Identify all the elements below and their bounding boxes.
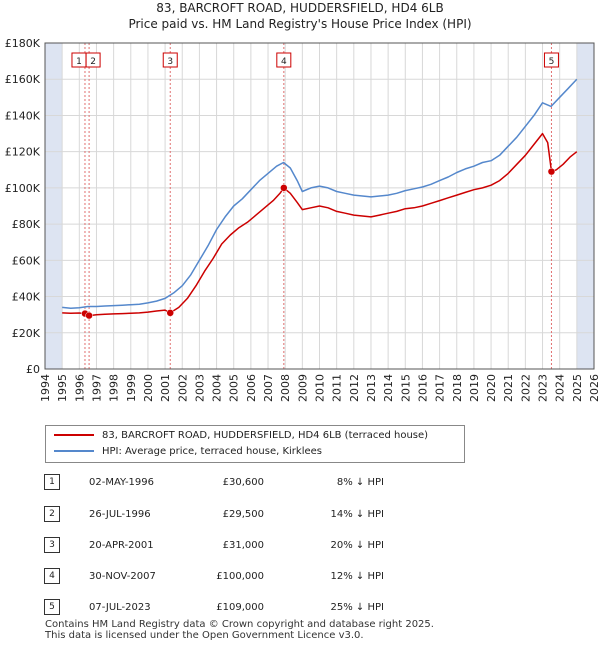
sale-marker-label: 5 bbox=[549, 57, 555, 67]
sale-number: 5 bbox=[44, 599, 60, 615]
legend-label-hpi: HPI: Average price, terraced house, Kirk… bbox=[102, 446, 323, 457]
sale-point bbox=[166, 309, 174, 317]
x-tick-label: 2008 bbox=[279, 374, 292, 402]
sale-number: 1 bbox=[44, 474, 60, 490]
sale-date: 26-JUL-1996 bbox=[89, 509, 151, 520]
sale-marker-box: 2 bbox=[85, 52, 101, 68]
x-tick-label: 2002 bbox=[176, 374, 189, 402]
footer-license: This data is licensed under the Open Gov… bbox=[45, 630, 364, 641]
y-tick-label: £120K bbox=[5, 146, 41, 159]
x-tick-label: 2024 bbox=[554, 374, 567, 402]
sale-point bbox=[85, 311, 93, 320]
x-tick-label: 2013 bbox=[365, 374, 378, 402]
sale-hpi: 14% ↓ HPI bbox=[330, 509, 384, 520]
y-tick-label: £100K bbox=[5, 182, 41, 195]
shaded-range bbox=[45, 43, 63, 369]
sale-price: £109,000 bbox=[216, 602, 264, 613]
legend-label-property: 83, BARCROFT ROAD, HUDDERSFIELD, HD4 6LB… bbox=[102, 430, 429, 441]
x-tick-label: 2020 bbox=[485, 374, 498, 402]
x-tick-label: 1995 bbox=[56, 374, 69, 402]
shaded-range bbox=[576, 43, 594, 369]
legend-item-property: 83, BARCROFT ROAD, HUDDERSFIELD, HD4 6LB… bbox=[54, 429, 428, 443]
y-tick-label: £140K bbox=[5, 109, 41, 122]
x-tick-label: 2018 bbox=[451, 374, 464, 402]
chart-subtitle: Price paid vs. HM Land Registry's House … bbox=[128, 17, 472, 31]
sale-marker-rect bbox=[543, 52, 559, 68]
sale-marker-label: 1 bbox=[76, 57, 82, 67]
x-tick-label: 2011 bbox=[331, 374, 344, 402]
property-line bbox=[62, 132, 578, 317]
x-tick-label: 2000 bbox=[142, 374, 155, 402]
hpi-line bbox=[62, 78, 578, 310]
sale-marker-label: 3 bbox=[167, 57, 173, 67]
sale-marker-rect bbox=[85, 52, 101, 68]
x-tick-label: 2003 bbox=[193, 374, 206, 402]
sale-marker-box: 1 bbox=[71, 52, 87, 68]
legend-line-property bbox=[54, 434, 94, 436]
sale-marker-box: 4 bbox=[276, 52, 292, 68]
y-tick-label: £80K bbox=[12, 218, 41, 231]
sale-number: 4 bbox=[44, 568, 60, 584]
sale-hpi: 8% ↓ HPI bbox=[336, 477, 384, 488]
sale-price: £31,000 bbox=[222, 540, 264, 551]
sale-date: 20-APR-2001 bbox=[89, 540, 154, 551]
sale-marker-box: 5 bbox=[543, 52, 559, 68]
sale-price: £29,500 bbox=[222, 509, 264, 520]
x-tick-label: 2026 bbox=[588, 374, 600, 402]
sale-price: £100,000 bbox=[216, 571, 264, 582]
plot-frame bbox=[44, 42, 595, 370]
sale-point bbox=[280, 184, 288, 192]
x-tick-label: 1999 bbox=[125, 374, 138, 402]
x-tick-label: 2005 bbox=[228, 374, 241, 402]
x-tick-label: 2017 bbox=[434, 374, 447, 402]
sale-hpi: 25% ↓ HPI bbox=[330, 602, 384, 613]
x-tick-label: 2001 bbox=[159, 374, 172, 402]
y-tick-label: £40K bbox=[12, 291, 41, 304]
sale-date: 30-NOV-2007 bbox=[89, 571, 156, 582]
y-tick-label: £20K bbox=[12, 327, 41, 340]
sale-date: 07-JUL-2023 bbox=[89, 602, 151, 613]
sale-marker-box: 3 bbox=[162, 52, 178, 68]
sale-hpi: 20% ↓ HPI bbox=[330, 540, 384, 551]
y-tick-label: £160K bbox=[5, 73, 41, 86]
legend-line-hpi bbox=[54, 450, 94, 452]
x-tick-label: 2010 bbox=[314, 374, 327, 402]
sale-point bbox=[547, 167, 556, 176]
y-tick-label: £180K bbox=[5, 37, 41, 50]
x-tick-label: 2007 bbox=[262, 374, 275, 402]
sale-price: £30,600 bbox=[222, 477, 264, 488]
x-tick-label: 2014 bbox=[382, 374, 395, 402]
legend: 83, BARCROFT ROAD, HUDDERSFIELD, HD4 6LB… bbox=[45, 425, 465, 463]
sale-marker-rect bbox=[276, 52, 292, 68]
x-tick-label: 2006 bbox=[245, 374, 258, 402]
x-tick-label: 2016 bbox=[416, 374, 429, 402]
footer-copyright: Contains HM Land Registry data © Crown c… bbox=[45, 619, 434, 630]
x-tick-label: 2009 bbox=[296, 374, 309, 402]
legend-item-hpi: HPI: Average price, terraced house, Kirk… bbox=[54, 445, 322, 459]
footer: Contains HM Land Registry data © Crown c… bbox=[45, 619, 434, 641]
chart-title: 83, BARCROFT ROAD, HUDDERSFIELD, HD4 6LB bbox=[156, 1, 444, 15]
x-tick-label: 2004 bbox=[211, 374, 224, 402]
x-tick-label: 2025 bbox=[571, 374, 584, 402]
sale-number: 3 bbox=[44, 537, 60, 553]
y-tick-label: £60K bbox=[12, 254, 41, 267]
sale-marker-label: 2 bbox=[90, 57, 96, 67]
x-tick-label: 2021 bbox=[502, 374, 515, 402]
x-tick-label: 2023 bbox=[537, 374, 550, 402]
x-tick-label: 2022 bbox=[519, 374, 532, 402]
sale-marker-label: 4 bbox=[281, 57, 287, 67]
sale-number: 2 bbox=[44, 506, 60, 522]
y-tick-label: £0 bbox=[26, 363, 40, 376]
x-tick-label: 1997 bbox=[90, 374, 103, 402]
x-tick-label: 2019 bbox=[468, 374, 481, 402]
x-tick-label: 1994 bbox=[39, 374, 52, 402]
price-chart: £0 £20K £40K £60K £80K £100K £120K £140K £160K £1… bbox=[5, 37, 600, 402]
x-tick-label: 2015 bbox=[399, 374, 412, 402]
x-tick-label: 1998 bbox=[108, 374, 121, 402]
sale-hpi: 12% ↓ HPI bbox=[330, 571, 384, 582]
sale-date: 02-MAY-1996 bbox=[89, 477, 155, 488]
x-tick-label: 2012 bbox=[348, 374, 361, 402]
sale-marker-rect bbox=[162, 52, 178, 68]
x-tick-label: 1996 bbox=[73, 374, 86, 402]
